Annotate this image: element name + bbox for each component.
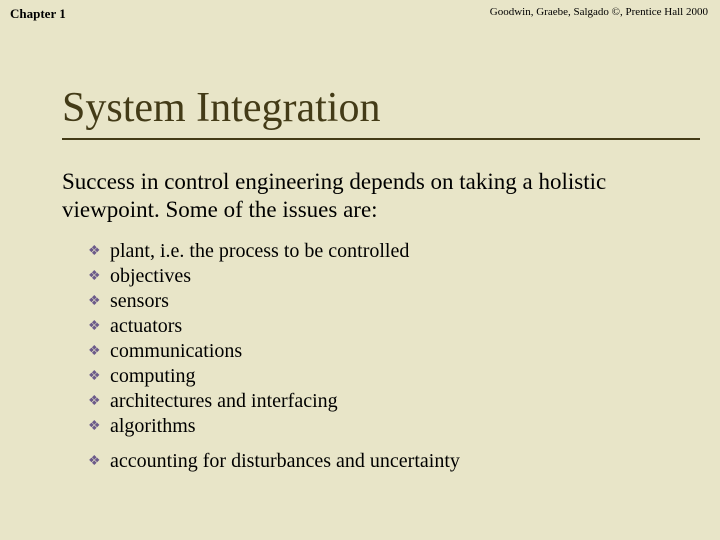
diamond-bullet-icon: ❖ — [88, 343, 101, 361]
list-item-label: communications — [110, 340, 242, 362]
diamond-bullet-icon: ❖ — [88, 368, 101, 386]
diamond-bullet-icon: ❖ — [88, 418, 101, 436]
diamond-bullet-icon: ❖ — [88, 243, 101, 261]
intro-text: Success in control engineering depends o… — [62, 168, 680, 223]
title-underline — [62, 138, 700, 140]
list-item-label: computing — [110, 365, 196, 387]
list-item: ❖ accounting for disturbances and uncert… — [88, 449, 720, 474]
list-item-label: plant, i.e. the process to be controlled — [110, 240, 409, 262]
list-item-label: actuators — [110, 315, 182, 337]
list-item-label: architectures and interfacing — [110, 390, 338, 412]
slide-header: Chapter 1 Goodwin, Graebe, Salgado ©, Pr… — [0, 0, 720, 6]
list-item: ❖ computing — [88, 364, 720, 389]
list-item-label: objectives — [110, 265, 191, 287]
chapter-label: Chapter 1 — [10, 6, 66, 22]
list-item: ❖ algorithms — [88, 414, 720, 439]
list-item: ❖ plant, i.e. the process to be controll… — [88, 239, 720, 264]
diamond-bullet-icon: ❖ — [88, 268, 101, 286]
diamond-bullet-icon: ❖ — [88, 453, 101, 471]
list-item: ❖ communications — [88, 339, 720, 364]
list-item: ❖ sensors — [88, 289, 720, 314]
list-item: ❖ actuators — [88, 314, 720, 339]
slide-title: System Integration — [62, 84, 720, 132]
list-item-label: algorithms — [110, 415, 196, 437]
bullet-list: ❖ plant, i.e. the process to be controll… — [88, 239, 720, 474]
list-item-label: accounting for disturbances and uncertai… — [110, 450, 460, 472]
diamond-bullet-icon: ❖ — [88, 293, 101, 311]
diamond-bullet-icon: ❖ — [88, 393, 101, 411]
list-item: ❖ objectives — [88, 264, 720, 289]
copyright-label: Goodwin, Graebe, Salgado ©, Prentice Hal… — [490, 6, 708, 18]
diamond-bullet-icon: ❖ — [88, 318, 101, 336]
list-item-label: sensors — [110, 290, 169, 312]
list-item: ❖ architectures and interfacing — [88, 389, 720, 414]
